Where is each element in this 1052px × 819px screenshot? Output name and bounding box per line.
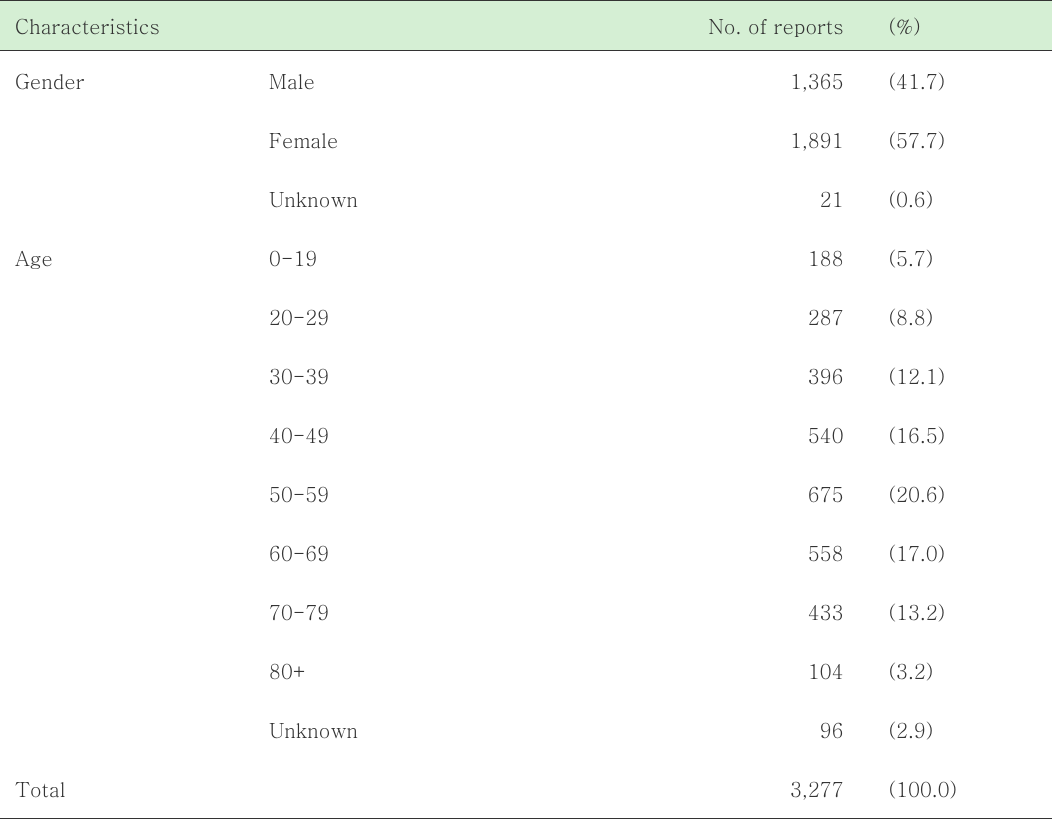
cell-characteristic <box>0 582 254 641</box>
table-row: Unknown 96 (2.9) <box>0 700 1052 759</box>
cell-percent: (20.6) <box>859 464 1052 523</box>
cell-subcategory: Female <box>254 110 689 169</box>
cell-reports: 396 <box>689 346 858 405</box>
cell-characteristic <box>0 700 254 759</box>
cell-subcategory: Unknown <box>254 169 689 228</box>
table-row: 70-79 433 (13.2) <box>0 582 1052 641</box>
cell-characteristic <box>0 523 254 582</box>
cell-subcategory <box>254 759 689 819</box>
cell-percent: (2.9) <box>859 700 1052 759</box>
cell-percent: (5.7) <box>859 228 1052 287</box>
table-row: Gender Male 1,365 (41.7) <box>0 51 1052 111</box>
cell-total-percent: (100.0) <box>859 759 1052 819</box>
header-percent: (%) <box>859 1 1052 51</box>
table-body: Gender Male 1,365 (41.7) Female 1,891 (5… <box>0 51 1052 819</box>
table-row: Unknown 21 (0.6) <box>0 169 1052 228</box>
cell-reports: 558 <box>689 523 858 582</box>
cell-percent: (17.0) <box>859 523 1052 582</box>
cell-characteristic <box>0 169 254 228</box>
table-row: 50-59 675 (20.6) <box>0 464 1052 523</box>
cell-subcategory: Unknown <box>254 700 689 759</box>
cell-reports: 1,365 <box>689 51 858 111</box>
cell-percent: (12.1) <box>859 346 1052 405</box>
total-row: Total 3,277 (100.0) <box>0 759 1052 819</box>
cell-characteristic <box>0 346 254 405</box>
cell-reports: 96 <box>689 700 858 759</box>
cell-subcategory: 70-79 <box>254 582 689 641</box>
cell-percent: (16.5) <box>859 405 1052 464</box>
cell-subcategory: Male <box>254 51 689 111</box>
cell-characteristic: Gender <box>0 51 254 111</box>
cell-subcategory: 80+ <box>254 641 689 700</box>
cell-reports: 1,891 <box>689 110 858 169</box>
table-row: 40-49 540 (16.5) <box>0 405 1052 464</box>
cell-subcategory: 20-29 <box>254 287 689 346</box>
table-row: Female 1,891 (57.7) <box>0 110 1052 169</box>
table-row: 80+ 104 (3.2) <box>0 641 1052 700</box>
header-reports: No. of reports <box>689 1 858 51</box>
table-row: 60-69 558 (17.0) <box>0 523 1052 582</box>
cell-subcategory: 50-59 <box>254 464 689 523</box>
cell-subcategory: 30-39 <box>254 346 689 405</box>
cell-total-reports: 3,277 <box>689 759 858 819</box>
cell-percent: (3.2) <box>859 641 1052 700</box>
cell-reports: 21 <box>689 169 858 228</box>
cell-percent: (41.7) <box>859 51 1052 111</box>
cell-total-label: Total <box>0 759 254 819</box>
cell-characteristic: Age <box>0 228 254 287</box>
cell-characteristic <box>0 405 254 464</box>
cell-characteristic <box>0 641 254 700</box>
cell-subcategory: 0-19 <box>254 228 689 287</box>
table-row: 30-39 396 (12.1) <box>0 346 1052 405</box>
characteristics-table-container: Characteristics No. of reports (%) Gende… <box>0 0 1052 819</box>
cell-percent: (57.7) <box>859 110 1052 169</box>
header-row: Characteristics No. of reports (%) <box>0 1 1052 51</box>
header-characteristics: Characteristics <box>0 1 689 51</box>
cell-percent: (8.8) <box>859 287 1052 346</box>
cell-subcategory: 60-69 <box>254 523 689 582</box>
cell-reports: 188 <box>689 228 858 287</box>
cell-characteristic <box>0 287 254 346</box>
table-row: Age 0-19 188 (5.7) <box>0 228 1052 287</box>
cell-characteristic <box>0 110 254 169</box>
cell-subcategory: 40-49 <box>254 405 689 464</box>
cell-reports: 433 <box>689 582 858 641</box>
cell-percent: (13.2) <box>859 582 1052 641</box>
cell-reports: 287 <box>689 287 858 346</box>
cell-reports: 675 <box>689 464 858 523</box>
cell-reports: 540 <box>689 405 858 464</box>
characteristics-table: Characteristics No. of reports (%) Gende… <box>0 0 1052 819</box>
cell-characteristic <box>0 464 254 523</box>
table-header: Characteristics No. of reports (%) <box>0 1 1052 51</box>
table-row: 20-29 287 (8.8) <box>0 287 1052 346</box>
cell-percent: (0.6) <box>859 169 1052 228</box>
cell-reports: 104 <box>689 641 858 700</box>
